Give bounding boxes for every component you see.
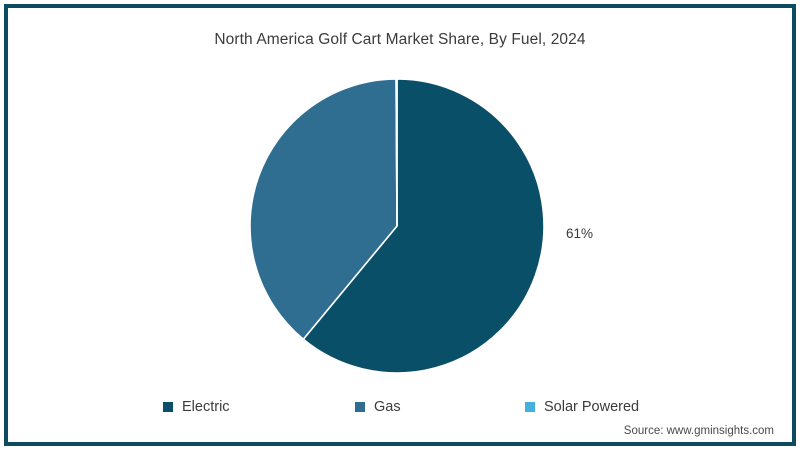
pie-slice-solar-powered[interactable] bbox=[395, 78, 398, 227]
legend-item-solar-powered[interactable]: Solar Powered bbox=[525, 396, 639, 418]
chart-legend: Electric Gas Solar Powered bbox=[0, 396, 800, 418]
legend-item-electric[interactable]: Electric bbox=[163, 396, 230, 418]
legend-label-gas: Gas bbox=[374, 399, 401, 415]
chart-title: North America Golf Cart Market Share, By… bbox=[214, 31, 586, 48]
legend-swatch-solar-powered bbox=[525, 402, 535, 412]
pie-slice-gas[interactable] bbox=[249, 78, 398, 341]
pie-slice-value-label-electric: 61% bbox=[566, 226, 594, 241]
pie-slices bbox=[249, 78, 545, 374]
legend-item-gas[interactable]: Gas bbox=[355, 396, 401, 418]
pie-slice-electric[interactable] bbox=[302, 78, 545, 374]
legend-label-electric: Electric bbox=[182, 399, 230, 415]
source-note: Source: www.gminsights.com bbox=[623, 425, 774, 437]
legend-swatch-electric bbox=[163, 402, 173, 412]
legend-swatch-gas bbox=[355, 402, 365, 412]
legend-label-solar-powered: Solar Powered bbox=[544, 399, 640, 415]
